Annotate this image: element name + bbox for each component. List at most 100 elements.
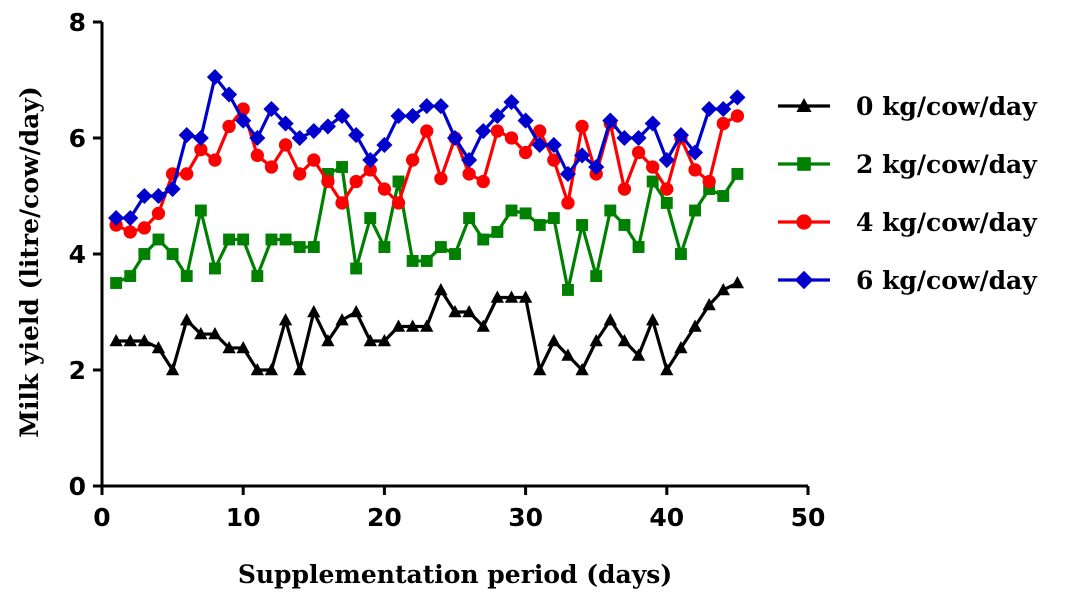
data-point-6-kg: [348, 127, 365, 144]
data-point-0-kg: [321, 334, 335, 347]
data-point-0-kg: [702, 298, 716, 311]
data-point-2-kg: [350, 262, 363, 275]
data-point-2-kg: [124, 270, 137, 282]
data-point-4-kg: [180, 167, 194, 181]
data-point-0-kg: [631, 348, 646, 361]
data-point-0-kg: [109, 334, 123, 347]
data-point-2-kg: [364, 212, 377, 224]
data-point-2-kg: [674, 248, 687, 260]
data-point-0-kg: [730, 276, 745, 289]
data-point-6-kg: [376, 136, 393, 154]
data-point-0-kg: [377, 334, 392, 347]
data-point-4-kg: [646, 160, 660, 174]
data-point-0-kg: [561, 348, 575, 361]
data-point-4-kg: [533, 124, 547, 138]
data-point-2-kg: [293, 241, 306, 253]
data-point-2-kg: [731, 168, 744, 180]
data-point-0-kg: [208, 327, 222, 340]
data-point-2-kg: [265, 233, 278, 246]
data-point-2-kg: [533, 219, 546, 231]
data-point-0-kg: [264, 363, 279, 376]
data-point-4-kg: [194, 142, 208, 157]
data-point-2-kg: [110, 277, 123, 289]
series-0-kg: [109, 276, 745, 376]
data-point-0-kg: [504, 290, 519, 303]
data-point-4-kg: [518, 145, 533, 160]
data-point-4-kg: [123, 225, 137, 239]
legend-item-2-kg: 2 kg/cow/day: [778, 150, 1038, 179]
data-point-0-kg: [476, 319, 490, 332]
data-point-6-kg: [305, 122, 322, 140]
x-axis-title: Supplementation period (days): [238, 560, 672, 589]
data-point-4-kg: [617, 182, 632, 196]
data-point-4-kg: [434, 171, 448, 186]
data-point-0-kg: [575, 363, 589, 376]
data-point-2-kg: [717, 190, 730, 202]
data-point-4-kg: [363, 163, 377, 177]
data-point-2-kg: [307, 241, 320, 253]
legend-swatch-marker: [794, 270, 814, 290]
y-tick-label: 8: [69, 8, 86, 37]
y-tick-label: 0: [69, 472, 86, 501]
data-point-6-kg: [362, 151, 379, 169]
data-point-4-kg: [730, 109, 745, 123]
data-point-2-kg: [646, 175, 659, 188]
data-point-4-kg: [293, 167, 307, 181]
data-point-4-kg: [702, 174, 716, 189]
data-point-0-kg: [278, 313, 293, 326]
data-point-6-kg: [418, 98, 435, 115]
data-point-6-kg: [249, 129, 266, 147]
data-point-0-kg: [293, 363, 307, 376]
data-point-2-kg: [604, 204, 617, 217]
data-point-0-kg: [180, 313, 194, 326]
data-point-0-kg: [547, 334, 561, 347]
data-point-6-kg: [489, 107, 506, 125]
data-point-2-kg: [689, 204, 701, 217]
data-point-0-kg: [434, 282, 448, 296]
data-point-4-kg: [660, 182, 674, 196]
data-point-0-kg: [236, 340, 250, 354]
plot-area: 0 2 4 6 8 0 10 20 30 40 50: [69, 8, 826, 532]
data-point-4-kg: [349, 174, 363, 189]
legend-swatch-marker: [797, 157, 811, 171]
data-point-0-kg: [448, 305, 462, 318]
data-point-6-kg: [108, 209, 125, 227]
legend: 0 kg/cow/day 2 kg/cow/day 4 kg/cow/day 6 kg…: [778, 92, 1038, 295]
data-point-4-kg: [476, 174, 490, 189]
data-point-2-kg: [406, 255, 419, 267]
data-point-0-kg: [194, 327, 208, 340]
data-point-0-kg: [420, 319, 434, 332]
data-point-2-kg: [251, 270, 264, 282]
data-point-4-kg: [278, 138, 293, 152]
data-point-6-kg: [503, 93, 520, 111]
data-point-2-kg: [223, 233, 236, 246]
data-point-2-kg: [180, 270, 193, 282]
data-point-2-kg: [519, 207, 532, 220]
data-point-4-kg: [490, 124, 505, 138]
data-point-4-kg: [405, 153, 420, 167]
data-point-0-kg: [688, 319, 702, 332]
data-point-0-kg: [405, 319, 420, 332]
data-point-6-kg: [164, 180, 181, 198]
data-point-0-kg: [349, 305, 363, 318]
x-tick-label: 50: [791, 503, 826, 532]
data-point-0-kg: [518, 290, 533, 303]
data-point-6-kg: [729, 89, 746, 106]
data-point-2-kg: [152, 233, 165, 246]
data-point-6-kg: [404, 107, 421, 125]
data-point-2-kg: [632, 241, 645, 253]
legend-item-6-kg: 6 kg/cow/day: [778, 266, 1038, 295]
data-point-4-kg: [631, 145, 646, 160]
data-point-4-kg: [561, 196, 575, 210]
data-point-0-kg: [462, 305, 476, 318]
data-point-2-kg: [449, 248, 461, 260]
data-point-0-kg: [363, 334, 377, 347]
data-point-0-kg: [123, 334, 137, 347]
data-point-2-kg: [378, 241, 391, 253]
data-point-6-kg: [517, 112, 534, 129]
data-point-6-kg: [192, 129, 209, 147]
data-point-2-kg: [562, 284, 574, 296]
y-axis-ticks: 0 2 4 6 8: [69, 8, 102, 501]
series-6-kg: [108, 69, 746, 227]
data-point-6-kg: [178, 127, 195, 144]
